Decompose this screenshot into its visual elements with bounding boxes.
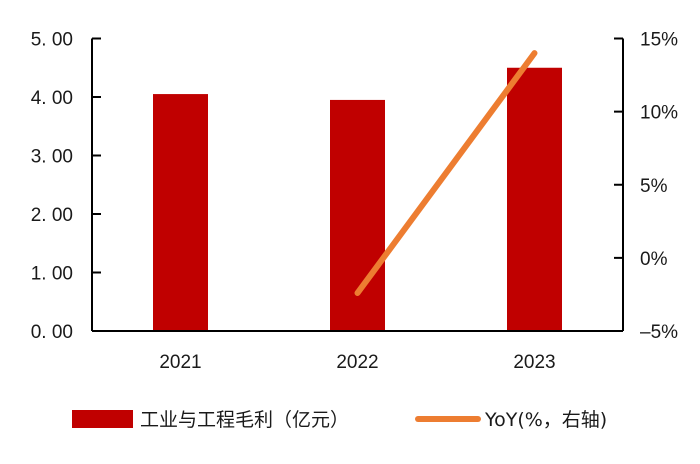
right-axis-tick-label: 5% (640, 176, 668, 197)
x-axis-tick-label: 2023 (513, 352, 555, 373)
legend: 工业与工程毛利（亿元） YoY(%，右轴) (72, 409, 607, 431)
legend-bar-swatch (72, 410, 133, 428)
legend-bar-label: 工业与工程毛利（亿元） (140, 409, 349, 431)
left-axis-tick-label: 1. 00 (31, 264, 73, 285)
bar-series (153, 67, 562, 331)
x-axis-tick-label: 2021 (159, 352, 201, 373)
yoy-line (354, 50, 538, 296)
left-y-axis: 0. 00 1. 00 2. 00 3. 00 4. 00 5. 00 (31, 30, 101, 343)
bar-2021 (153, 94, 208, 331)
right-axis-tick-label: 15% (640, 30, 678, 51)
left-axis-tick-label: 4. 00 (31, 88, 73, 109)
x-axis-tick-label: 2022 (336, 352, 378, 373)
left-axis-tick-label: 3. 00 (31, 147, 73, 168)
left-axis-tick-label: 5. 00 (31, 30, 73, 51)
x-axis: 2021 2022 2023 (92, 330, 623, 373)
right-axis-tick-label: 0% (640, 249, 668, 270)
right-axis-tick-label: 10% (640, 103, 678, 124)
bar-2023 (507, 67, 562, 331)
legend-line-label: YoY(%，右轴) (484, 409, 607, 431)
left-axis-tick-label: 2. 00 (31, 205, 73, 226)
right-y-axis: –5% 0% 5% 10% 15% (614, 30, 678, 343)
right-axis-tick-label: –5% (640, 322, 678, 343)
yoy-line-series (354, 50, 538, 296)
bar-2022 (330, 99, 385, 331)
left-axis-tick-label: 0. 00 (31, 322, 73, 343)
